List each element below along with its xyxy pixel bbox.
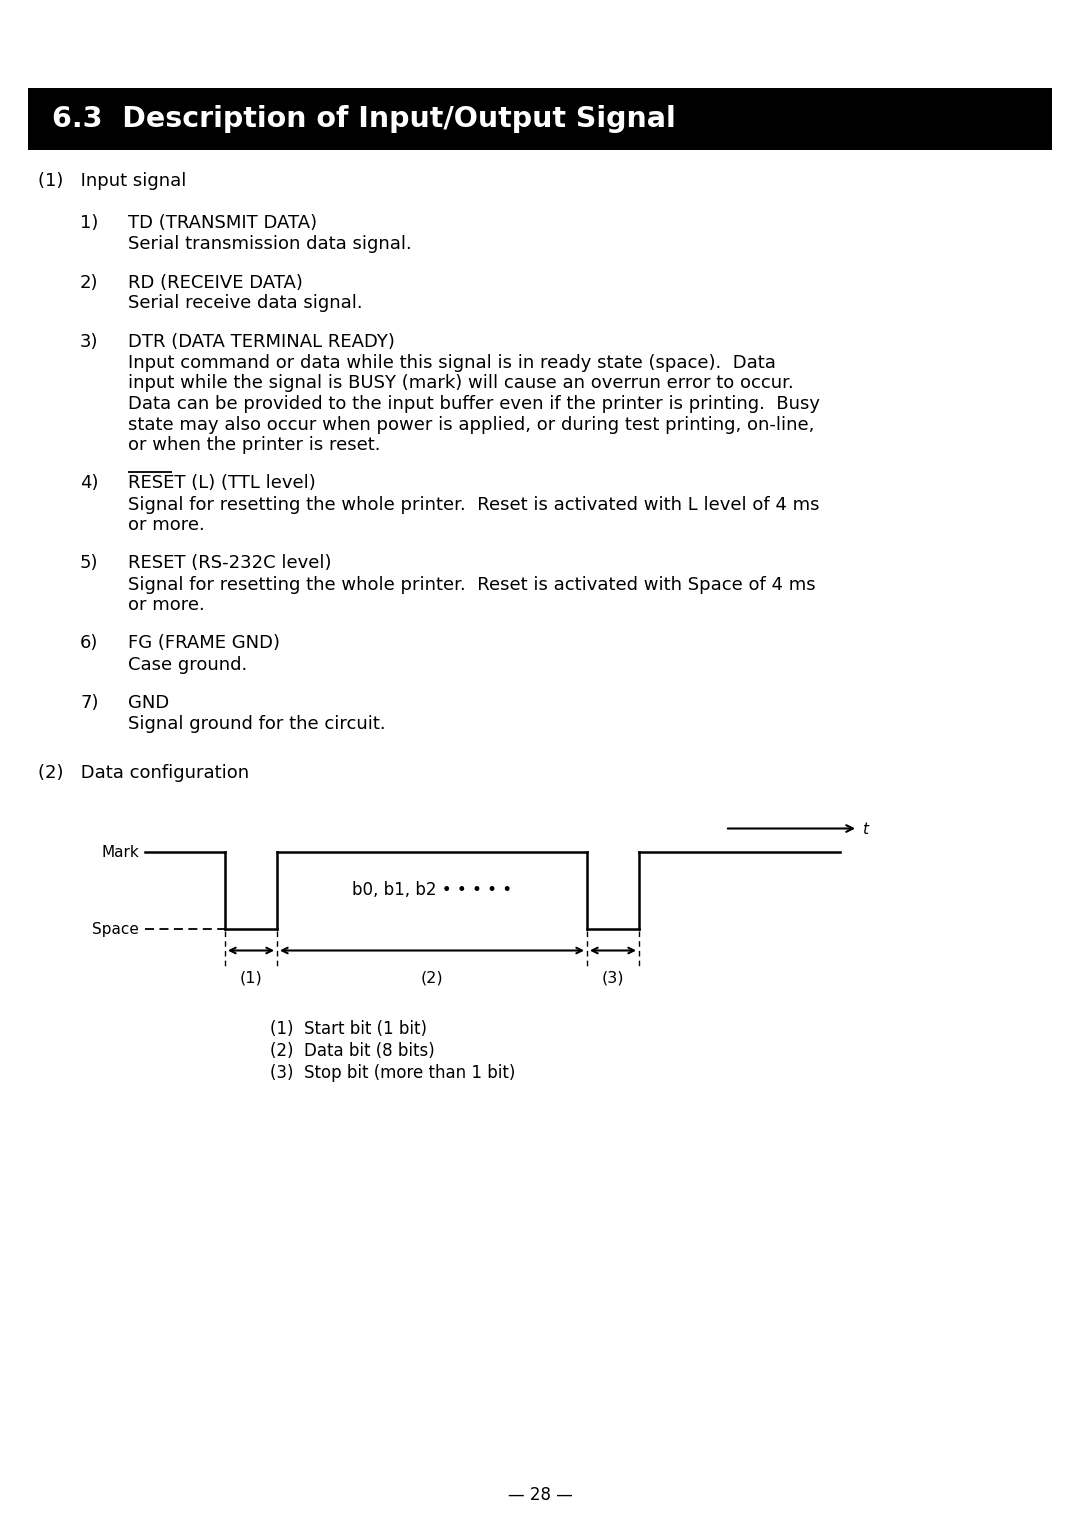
- Text: 6): 6): [80, 635, 98, 653]
- Text: (1): (1): [240, 971, 262, 986]
- Text: Mark: Mark: [102, 846, 139, 859]
- Text: b0, b1, b2 • • • • •: b0, b1, b2 • • • • •: [352, 881, 512, 899]
- Text: Serial transmission data signal.: Serial transmission data signal.: [129, 235, 411, 252]
- Text: or when the printer is reset.: or when the printer is reset.: [129, 436, 380, 454]
- Text: Input command or data while this signal is in ready state (space).  Data: Input command or data while this signal …: [129, 355, 775, 372]
- Text: Data can be provided to the input buffer even if the printer is printing.  Busy: Data can be provided to the input buffer…: [129, 394, 820, 413]
- Text: TD (TRANSMIT DATA): TD (TRANSMIT DATA): [129, 214, 318, 232]
- Text: Signal for resetting the whole printer.  Reset is activated with L level of 4 ms: Signal for resetting the whole printer. …: [129, 495, 820, 514]
- Text: RESET (L) (TTL level): RESET (L) (TTL level): [129, 474, 315, 492]
- Text: (2)   Data configuration: (2) Data configuration: [38, 763, 249, 781]
- Text: 5): 5): [80, 555, 98, 572]
- Text: or more.: or more.: [129, 596, 205, 615]
- Text: t: t: [862, 823, 868, 836]
- Text: Space: Space: [92, 922, 139, 937]
- Text: (2): (2): [421, 971, 443, 986]
- Text: FG (FRAME GND): FG (FRAME GND): [129, 635, 280, 653]
- Text: Case ground.: Case ground.: [129, 656, 247, 673]
- Text: (3): (3): [602, 971, 624, 986]
- Text: (3)  Stop bit (more than 1 bit): (3) Stop bit (more than 1 bit): [270, 1064, 515, 1083]
- Text: 6.3  Description of Input/Output Signal: 6.3 Description of Input/Output Signal: [52, 106, 676, 133]
- Text: RESET (RS-232C level): RESET (RS-232C level): [129, 555, 332, 572]
- Text: or more.: or more.: [129, 515, 205, 534]
- Text: — 28 —: — 28 —: [508, 1486, 572, 1505]
- Text: DTR (DATA TERMINAL READY): DTR (DATA TERMINAL READY): [129, 333, 395, 352]
- Text: 2): 2): [80, 274, 98, 292]
- Text: 3): 3): [80, 333, 98, 352]
- Text: 4): 4): [80, 474, 98, 492]
- Text: Signal for resetting the whole printer.  Reset is activated with Space of 4 ms: Signal for resetting the whole printer. …: [129, 575, 815, 593]
- Text: input while the signal is BUSY (mark) will cause an overrun error to occur.: input while the signal is BUSY (mark) wi…: [129, 375, 794, 393]
- Text: 1): 1): [80, 214, 98, 232]
- Text: 7): 7): [80, 694, 98, 713]
- Text: RD (RECEIVE DATA): RD (RECEIVE DATA): [129, 274, 302, 292]
- Text: Serial receive data signal.: Serial receive data signal.: [129, 295, 363, 312]
- Text: (2)  Data bit (8 bits): (2) Data bit (8 bits): [270, 1043, 435, 1061]
- Text: Signal ground for the circuit.: Signal ground for the circuit.: [129, 716, 386, 732]
- Bar: [28, 89, 1052, 150]
- Text: (1)  Start bit (1 bit): (1) Start bit (1 bit): [270, 1020, 427, 1038]
- Text: state may also occur when power is applied, or during test printing, on-line,: state may also occur when power is appli…: [129, 416, 814, 434]
- Text: (1)   Input signal: (1) Input signal: [38, 171, 187, 190]
- Text: GND: GND: [129, 694, 170, 713]
